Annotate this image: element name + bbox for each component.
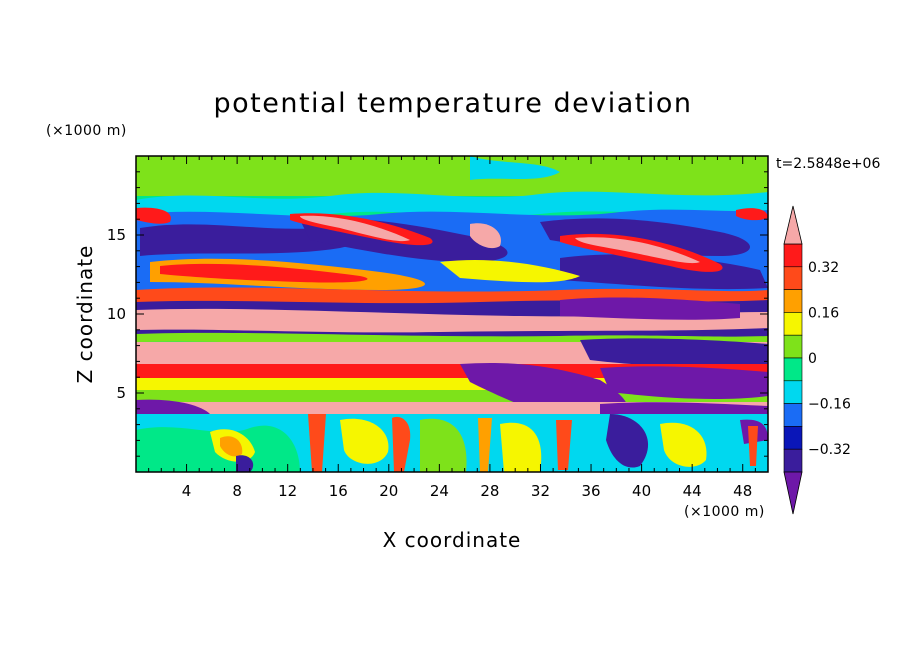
x-unit-label: (×1000 m) <box>684 504 765 520</box>
colorbar-tick-label: −0.32 <box>808 442 851 458</box>
x-tick-label: 44 <box>683 482 702 500</box>
upper-red-patch-right <box>736 208 768 221</box>
colorbar-tick-label: −0.16 <box>808 397 851 413</box>
colorbar-tick-label: 0 <box>808 351 817 367</box>
lower-blue-trough <box>606 414 649 468</box>
upper-salmon-patch <box>470 223 501 249</box>
upper-red-band-1 <box>160 263 368 283</box>
mid-purple-patch <box>560 297 740 320</box>
x-tick-label: 24 <box>430 482 449 500</box>
colorbar: 0.32 0.16 0 −0.16 −0.32 <box>783 205 851 515</box>
contour-field <box>136 156 768 472</box>
y-tick-label: 10 <box>107 305 126 323</box>
lower-yellow-4 <box>660 422 707 467</box>
x-tick-label: 48 <box>733 482 752 500</box>
lower-yellow-2 <box>340 418 389 464</box>
x-tick-label: 20 <box>379 482 398 500</box>
y-tick-label: 5 <box>116 384 126 402</box>
x-tick-label: 28 <box>480 482 499 500</box>
colorbar-arrow-low <box>783 471 803 515</box>
lower-blue-spot <box>236 455 254 472</box>
chart-title: potential temperature deviation <box>214 88 693 119</box>
x-tick-label: 32 <box>531 482 550 500</box>
x-tick-label: 40 <box>632 482 651 500</box>
x-tick-label: 12 <box>278 482 297 500</box>
mid-purple-blob-right <box>580 338 768 367</box>
upper-yellow-band <box>440 259 580 283</box>
colorbar-tick-label: 0.16 <box>808 305 839 321</box>
top-layer <box>136 156 768 196</box>
colorbar-segment <box>783 426 803 450</box>
colorbar-segment <box>783 266 803 290</box>
colorbar-segment <box>783 403 803 427</box>
y-axis-label: Z coordinate <box>73 245 97 384</box>
upper-salmon-band-1 <box>300 215 410 242</box>
upper-purple-band-3 <box>540 218 750 256</box>
colorbar-segment <box>783 312 803 336</box>
time-label: t=2.5848e+06 <box>776 156 880 172</box>
mid-salmon-layer <box>136 308 768 333</box>
colorbar-segment <box>783 380 803 404</box>
colorbar-segment <box>783 357 803 382</box>
colorbar-tick-label: 0.32 <box>808 260 839 276</box>
y-tick-label: 15 <box>107 226 126 244</box>
x-tick-label: 36 <box>581 482 600 500</box>
lower-updraft-2 <box>392 416 411 472</box>
colorbar-segment <box>783 334 803 359</box>
colorbar-arrow-high <box>783 205 803 245</box>
x-tick-label: 16 <box>329 482 348 500</box>
top-cyan-patch <box>470 156 560 180</box>
y-unit-label: (×1000 m) <box>46 123 127 139</box>
upper-salmon-band-2 <box>575 237 700 264</box>
purple-blob-4km <box>136 399 210 416</box>
lower-updraft-4 <box>556 420 572 470</box>
mid-purple-blob-far <box>600 366 768 399</box>
lower-updraft-3 <box>478 418 492 472</box>
x-tick-label: 4 <box>182 482 192 500</box>
lower-green-2 <box>420 418 467 472</box>
colorbar-segment <box>783 243 803 268</box>
x-axis-label: X coordinate <box>383 528 522 552</box>
top-cyan-band <box>136 191 768 217</box>
lower-updraft-1 <box>308 414 326 472</box>
colorbar-segment <box>783 448 803 473</box>
lower-updraft-5 <box>748 426 758 466</box>
colorbar-segment <box>783 289 803 313</box>
x-tick-label: 8 <box>232 482 242 500</box>
upper-red-patch-left <box>136 207 171 224</box>
lower-yellow-3 <box>500 422 542 472</box>
lower-orange-1 <box>220 436 243 457</box>
